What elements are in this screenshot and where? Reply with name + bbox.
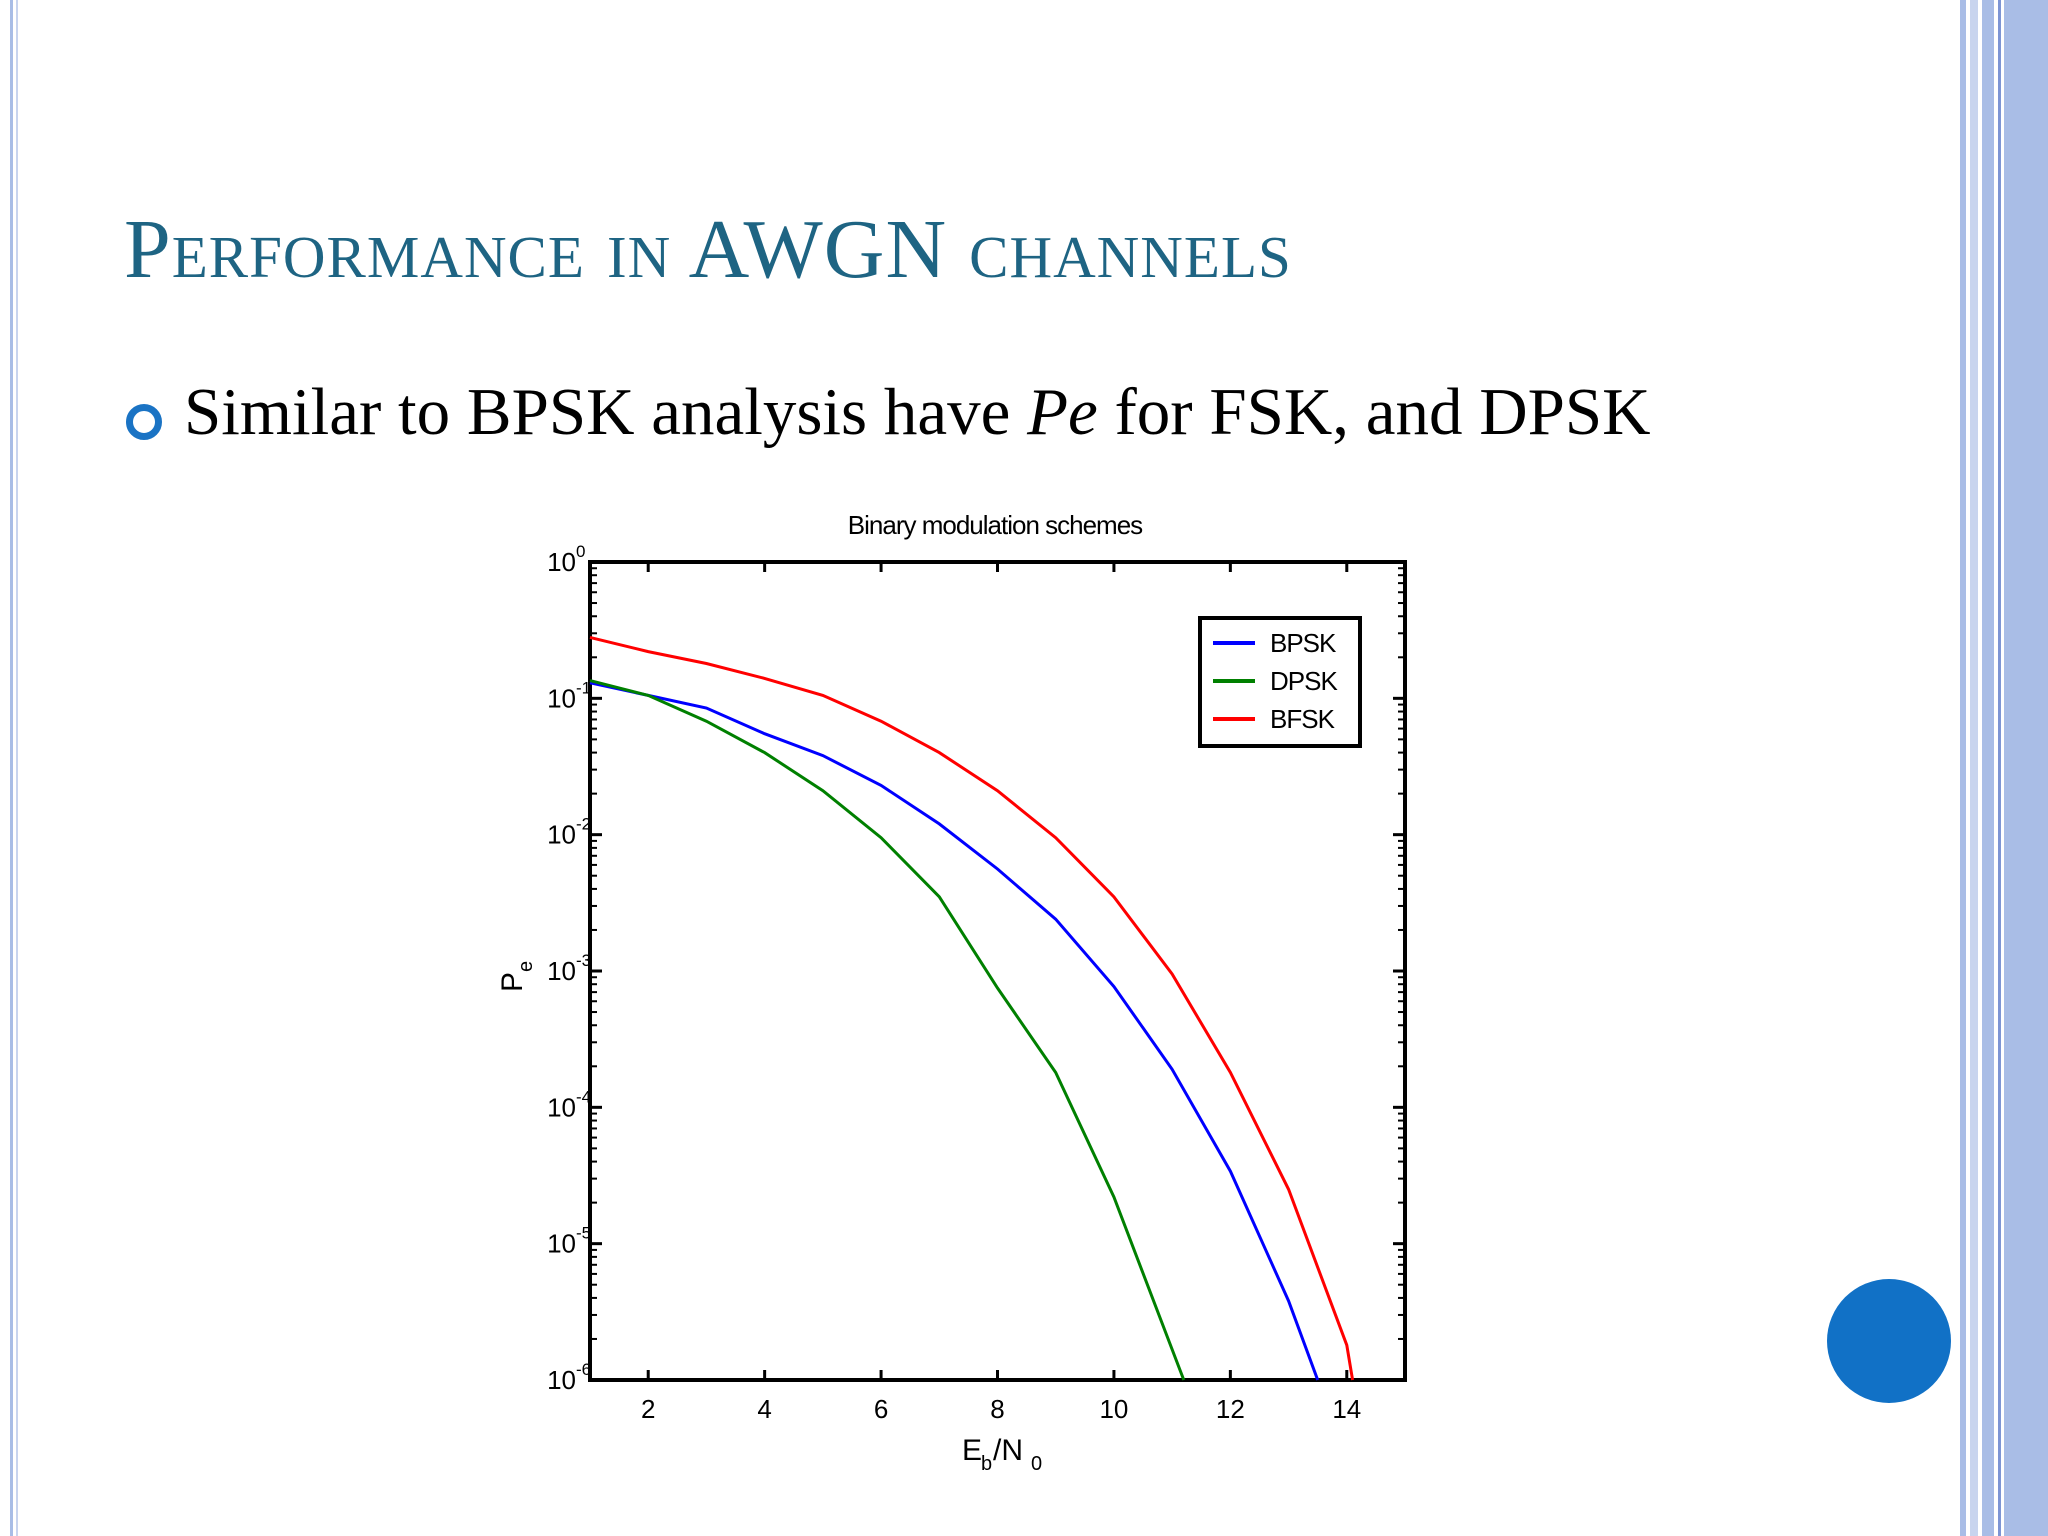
left-accent-line — [16, 0, 18, 1536]
y-tick-label: 10 -1 — [547, 678, 591, 713]
svg-text:/N: /N — [993, 1434, 1023, 1467]
right-accent-bar-1 — [1960, 0, 1966, 1536]
y-tick-label: 10 -3 — [547, 951, 591, 986]
svg-text:b: b — [981, 1453, 992, 1475]
x-tick-label: 4 — [757, 1394, 771, 1424]
bullet-ring-icon — [126, 404, 162, 440]
y-tick-label: 10 -5 — [547, 1224, 591, 1259]
svg-text:e: e — [515, 961, 537, 972]
left-accent-bar — [10, 0, 13, 1536]
svg-text:E: E — [962, 1434, 982, 1467]
x-tick-label: 6 — [874, 1394, 888, 1424]
legend-label-bfsk: BFSK — [1270, 704, 1336, 734]
y-tick-label: 10 0 — [547, 542, 585, 577]
x-tick-label: 8 — [990, 1394, 1004, 1424]
slide-title: Performance in AWGN channels — [124, 203, 1292, 296]
svg-text:-1: -1 — [576, 678, 591, 697]
svg-text:-3: -3 — [576, 951, 591, 970]
right-accent-bar-2 — [1970, 0, 1978, 1536]
bullet-text: Similar to BPSK analysis have Pe for FSK… — [184, 372, 1764, 452]
svg-text:0: 0 — [1031, 1453, 1042, 1475]
x-axis-label: E b /N 0 — [962, 1434, 1042, 1475]
series-line-bfsk — [589, 635, 1355, 1381]
svg-text:-6: -6 — [576, 1360, 591, 1379]
legend-label-dpsk: DPSK — [1270, 666, 1338, 696]
svg-text:10: 10 — [547, 956, 576, 986]
right-accent-bar-4 — [2004, 0, 2048, 1536]
svg-text:P: P — [496, 972, 529, 992]
x-tick-label: 2 — [641, 1394, 655, 1424]
svg-text:10: 10 — [547, 1365, 576, 1395]
bullet-text-post: for FSK, and DPSK — [1097, 375, 1651, 449]
series-line-bpsk — [589, 681, 1320, 1381]
legend: BPSK DPSK BFSK — [1198, 616, 1362, 748]
x-tick-label: 14 — [1332, 1394, 1361, 1424]
y-tick-label: 10 -6 — [547, 1360, 591, 1395]
svg-text:10: 10 — [547, 820, 576, 850]
right-accent-bar-3 — [1982, 0, 1994, 1536]
svg-text:10: 10 — [547, 683, 576, 713]
x-tick-label: 12 — [1216, 1394, 1245, 1424]
y-axis-label: P e — [496, 961, 537, 992]
y-tick-label: 10 -2 — [547, 815, 591, 850]
series-line-dpsk — [589, 679, 1186, 1381]
y-tick-label: 10 -4 — [547, 1087, 591, 1122]
series-lines — [589, 635, 1355, 1381]
svg-text:10: 10 — [547, 1229, 576, 1259]
bullet-text-emph: Pe — [1027, 375, 1098, 449]
svg-text:10: 10 — [547, 547, 576, 577]
svg-text:0: 0 — [576, 542, 585, 561]
legend-label-bpsk: BPSK — [1270, 628, 1337, 658]
chart-title: Binary modulation schemes — [848, 510, 1143, 540]
x-tick-label: 10 — [1099, 1394, 1128, 1424]
svg-text:10: 10 — [547, 1092, 576, 1122]
accent-dot — [1827, 1279, 1951, 1403]
svg-text:-5: -5 — [576, 1224, 591, 1243]
svg-text:-2: -2 — [576, 815, 591, 834]
right-accent-line — [1998, 0, 2001, 1536]
svg-text:-4: -4 — [576, 1087, 591, 1106]
bullet-text-pre: Similar to BPSK analysis have — [184, 375, 1028, 449]
